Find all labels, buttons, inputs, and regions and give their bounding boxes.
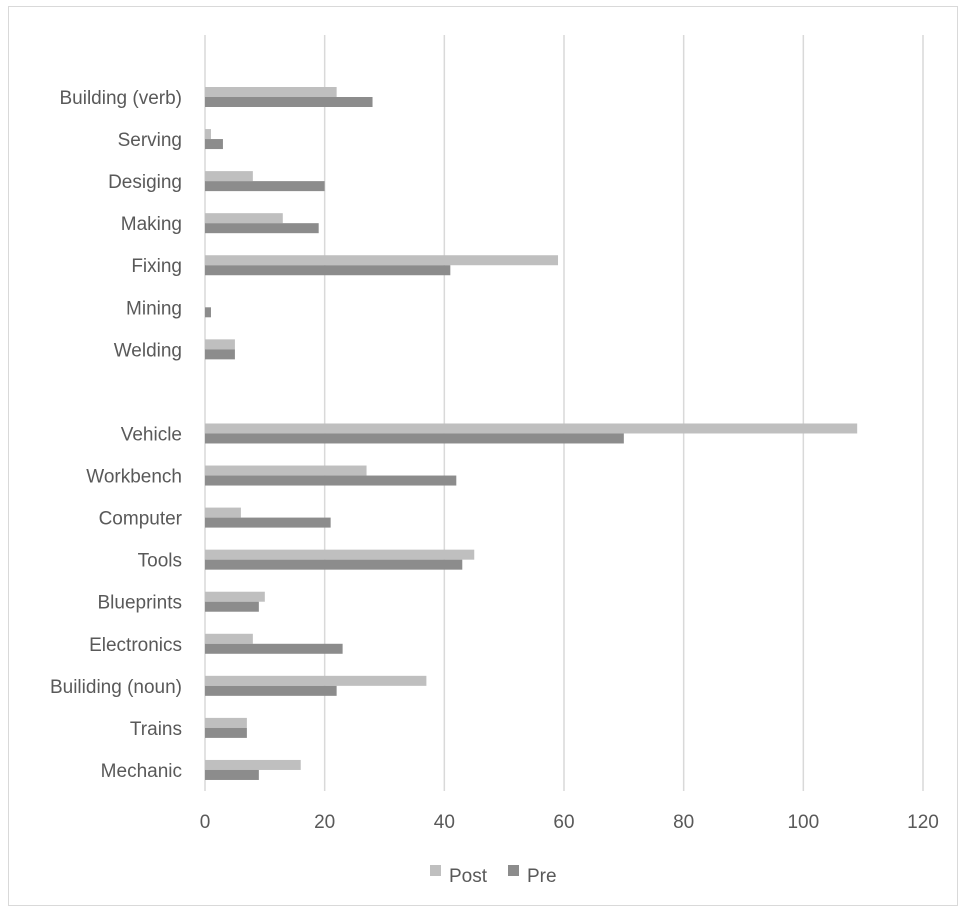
legend: Post Pre [430,865,557,887]
category-label: Making [121,214,182,235]
chart-frame [8,6,958,906]
category-label: Computer [99,509,183,530]
category-label: Workbench [86,467,182,488]
bar-post-0 [205,87,337,97]
category-label: Blueprints [98,593,183,614]
bar-pre-3 [205,223,319,234]
legend-swatch-pre [508,865,519,876]
bar-pre-0 [205,97,373,107]
bar-post-15 [205,717,247,728]
category-label: Mining [126,298,182,319]
x-tick-label: 80 [673,812,694,833]
bar-post-11 [205,549,475,560]
bar-pre-5 [205,307,211,318]
category-label: Mechanic [101,761,182,782]
bar-pre-16 [205,769,259,780]
bar-post-2 [205,171,253,182]
category-label: Builiding (noun) [50,677,182,698]
bar-pre-13 [205,643,343,654]
bar-post-14 [205,675,427,686]
category-label: Fixing [131,256,182,277]
category-label: Building (verb) [60,88,183,109]
category-label: Tools [138,551,182,572]
bar-post-3 [205,213,283,224]
legend-label-pre: Pre [527,866,557,887]
x-tick-label: 20 [314,812,335,833]
x-tick-label: 120 [907,812,939,833]
bar-pre-12 [205,601,259,612]
bar-pre-10 [205,517,331,528]
bar-pre-9 [205,475,457,486]
bar-pre-6 [205,349,235,360]
bar-post-9 [205,465,367,476]
bar-post-10 [205,507,241,518]
bar-post-1 [205,129,211,140]
bar-pre-2 [205,181,325,192]
category-label: Serving [118,130,182,151]
bar-pre-1 [205,139,223,150]
legend-swatch-post [430,865,441,876]
x-tick-label: 100 [787,812,819,833]
bar-post-4 [205,255,559,266]
category-label: Electronics [89,635,182,656]
x-tick-label: 40 [434,812,455,833]
category-label: Trains [130,719,182,740]
bar-pre-8 [205,433,624,444]
x-tick-labels: 0 20 40 60 80 100 120 [200,812,939,833]
category-label: Vehicle [121,424,182,445]
bar-post-13 [205,633,253,644]
category-label: Desiging [108,172,182,193]
bar-pre-15 [205,727,247,738]
bar-post-8 [205,423,858,434]
bar-post-12 [205,591,265,602]
x-tick-label: 0 [200,812,211,833]
bars [205,87,858,780]
bar-pre-14 [205,685,337,696]
bar-pre-4 [205,265,451,276]
bar-pre-11 [205,559,463,570]
legend-label-post: Post [449,866,488,887]
bar-post-6 [205,339,235,350]
x-tick-label: 60 [553,812,574,833]
category-label: Welding [114,340,182,361]
bar-post-16 [205,759,301,770]
gridlines [204,35,924,791]
category-labels: Building (verb) Serving Desiging Making Fixi… [50,88,183,782]
